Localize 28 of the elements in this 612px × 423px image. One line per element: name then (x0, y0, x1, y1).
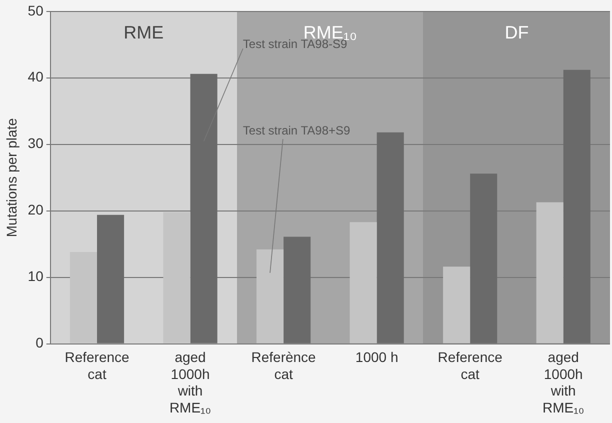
bar (443, 266, 470, 344)
y-axis-title: Mutations per plate (3, 118, 20, 238)
bar (563, 70, 590, 344)
x-tick-label: Referènce cat (251, 349, 316, 382)
x-tick-label: aged 1000h with RME₁₀ (169, 349, 212, 416)
text: Test strain TA98+S9 (242, 123, 351, 138)
x-tick-label: aged 1000h with RME₁₀ (542, 349, 584, 416)
bar (97, 214, 124, 344)
bar (256, 249, 284, 344)
annotation: DF (504, 22, 529, 42)
annotation: RME (124, 22, 164, 42)
y-tick-label: 40 (28, 68, 44, 85)
y-tick-label: 10 (28, 268, 44, 284)
bar (70, 252, 98, 344)
bar (470, 174, 498, 344)
bar (163, 212, 190, 344)
bar (536, 202, 564, 344)
y-tick-label: 30 (28, 135, 44, 152)
y-tick-label: 50 (28, 2, 44, 18)
x-tick-label: Reference cat (438, 349, 503, 382)
x-tick-label: Reference cat (64, 349, 130, 382)
x-tick-label: 1000 h (355, 349, 398, 366)
y-tick-label: 0 (36, 334, 44, 351)
bar (350, 222, 377, 344)
bar (284, 236, 311, 344)
bar (376, 132, 404, 344)
y-tick-label: 20 (28, 202, 44, 218)
bar (190, 74, 218, 344)
